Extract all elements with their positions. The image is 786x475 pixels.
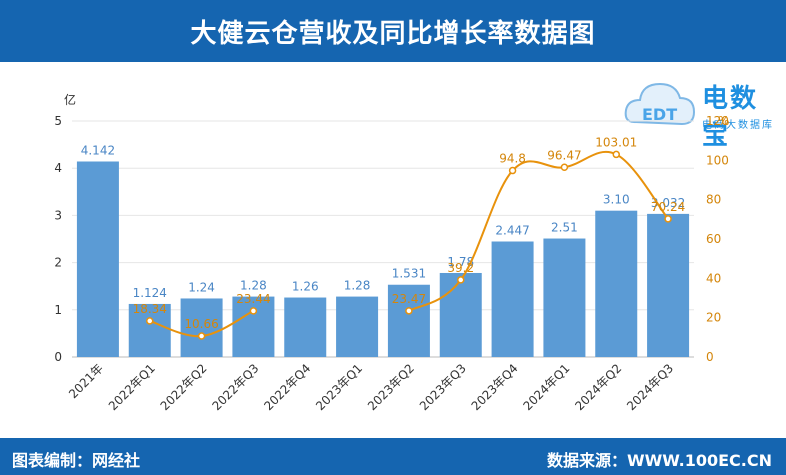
growth-rate-label: 23.44 [236, 292, 270, 306]
bar [76, 161, 119, 357]
y-left-tick-label: 4 [54, 161, 62, 175]
x-tick-label: 2024年Q1 [520, 361, 572, 413]
y-left-tick-label: 0 [54, 350, 62, 364]
y-right-tick-label: 40 [706, 271, 721, 285]
bar [336, 296, 379, 357]
chart-footer: 图表编制：网经社 数据来源：WWW.100EC.CN [0, 438, 786, 475]
cloud-logo-icon: EDT [624, 82, 696, 126]
bar [284, 297, 327, 357]
bar-value-label: 4.142 [81, 143, 115, 157]
bar-value-label: 1.124 [133, 286, 167, 300]
growth-rate-point [560, 163, 569, 172]
x-tick-label: 2022年Q1 [106, 361, 158, 413]
chart-header: 大健云仓营收及同比增长率数据图 [0, 0, 786, 62]
growth-rate-label: 23.47 [392, 292, 426, 306]
chart-title: 大健云仓营收及同比增长率数据图 [190, 18, 596, 49]
x-tick-label: 2024年Q3 [624, 361, 676, 413]
logo-text: 电数宝 [702, 84, 759, 151]
y-right-tick-label: 100 [706, 153, 729, 167]
y-left-tick-label: 5 [54, 114, 62, 128]
growth-rate-label: 39.2 [447, 261, 474, 275]
y-right-axis-label: % [718, 114, 729, 128]
growth-rate-label: 103.01 [595, 135, 637, 149]
bar [232, 296, 275, 357]
growth-rate-label: 94.8 [499, 152, 526, 166]
bar [491, 241, 534, 357]
revenue-growth-chart: 0 1 2 3 4 5 0 20 40 60 80 100 120 亿% 4.142 1.124 1.24 1.2… [54, 92, 729, 413]
bar [595, 210, 638, 357]
growth-rate-point [197, 332, 206, 340]
y-right-tick-label: 80 [706, 193, 721, 207]
logo-subtext: 电商大数据库 [702, 120, 774, 131]
x-tick-label: 2021年 [66, 361, 106, 401]
x-tick-label: 2024年Q2 [572, 361, 624, 413]
y-right-tick-label: 0 [706, 350, 714, 364]
growth-rate-point [457, 276, 465, 284]
growth-rate-point [612, 150, 620, 159]
bar [439, 272, 482, 357]
y-left-axis-label: 亿 [64, 92, 76, 107]
bar [387, 284, 430, 357]
y-left-tick-label: 3 [54, 208, 62, 222]
growth-rate-point [249, 307, 258, 315]
bar-value-label: 1.26 [292, 280, 319, 294]
bar-value-label: 2.51 [551, 221, 578, 235]
y-right-tick-label: 20 [706, 311, 721, 325]
growth-rate-point [146, 317, 154, 325]
bar-value-label: 1.28 [344, 279, 371, 293]
bar-value-label: 1.531 [392, 267, 426, 281]
bar-value-label: 1.24 [188, 280, 215, 294]
x-tick-label: 2023年Q3 [417, 361, 469, 413]
bar [180, 298, 223, 357]
x-tick-label: 2022年Q4 [261, 361, 313, 413]
logo-badge: EDT [642, 105, 677, 124]
footer-credit: 图表编制：网经社 [12, 451, 141, 470]
growth-rate-label: 18.34 [133, 302, 167, 316]
growth-rate-point [405, 307, 413, 315]
bar-value-label: 3.10 [603, 193, 630, 207]
x-tick-label: 2022年Q3 [209, 361, 261, 413]
growth-rate-label: 70.24 [651, 200, 685, 214]
bar [128, 303, 171, 357]
growth-rate-point [508, 166, 517, 175]
bar-value-label: 2.447 [495, 224, 529, 238]
x-tick-label: 2023年Q4 [469, 361, 521, 413]
bar [647, 213, 690, 357]
growth-rate-label: 10.66 [184, 317, 218, 331]
y-left-tick-label: 2 [54, 256, 62, 270]
growth-rate-point [664, 215, 672, 223]
y-right-tick-label: 60 [706, 232, 721, 246]
x-tick-label: 2022年Q2 [158, 361, 210, 413]
y-right-tick-label: 120 [706, 114, 729, 128]
y-left-tick-label: 1 [54, 303, 62, 317]
x-tick-label: 2023年Q2 [365, 361, 417, 413]
bar-value-label: 1.28 [240, 279, 267, 293]
x-tick-label: 2023年Q1 [313, 361, 365, 413]
bar-value-label: 1.78 [447, 255, 474, 269]
footer-source: 数据来源：WWW.100EC.CN [546, 451, 772, 470]
logo: EDT 电数宝 电商大数据库 [622, 72, 782, 151]
growth-rate-label: 96.47 [547, 148, 581, 162]
bar [543, 238, 586, 357]
